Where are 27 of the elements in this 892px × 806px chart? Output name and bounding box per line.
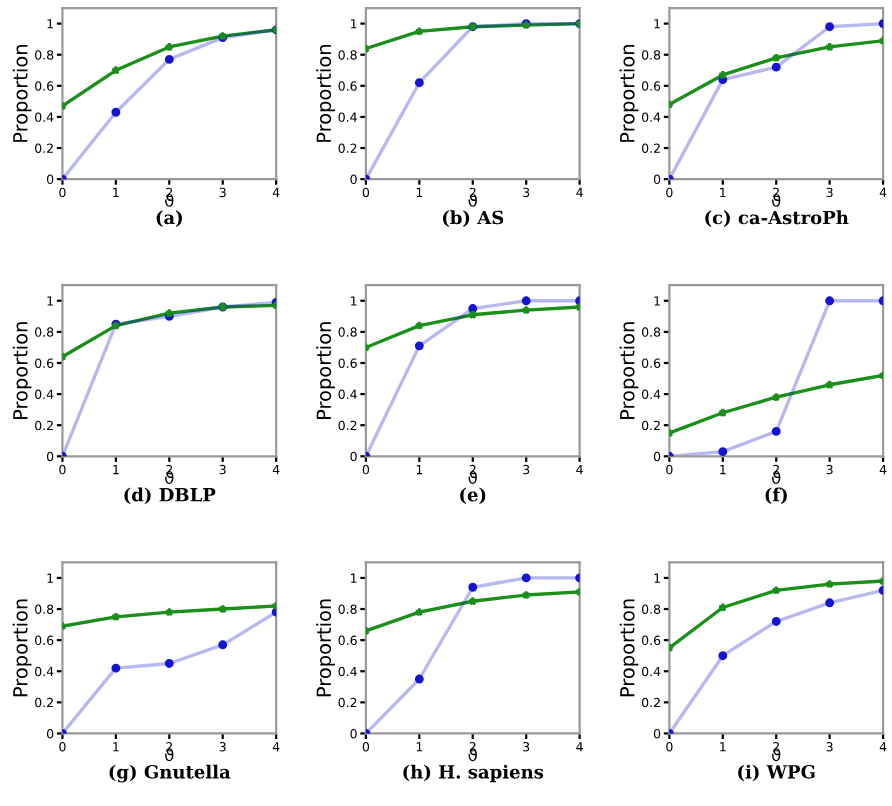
y-axis-title: Proportion — [316, 322, 335, 420]
y-axis-title: Proportion — [12, 322, 32, 420]
x-axis-title: ϑ — [165, 193, 174, 207]
y-axis-title: Proportion — [619, 599, 639, 697]
x-axis-title: ϑ — [771, 748, 781, 762]
x-axis-title: ϑ — [771, 193, 781, 207]
text: (c) ca-AstroPh — [705, 210, 849, 227]
y-axis-title: Proportion — [316, 599, 335, 697]
x-axis-title: ϑ — [165, 471, 174, 485]
y-axis-title: Proportion — [619, 322, 639, 420]
x-axis-title: ϑ — [165, 748, 174, 762]
text: (h) H. sapiens — [403, 764, 544, 783]
text: (i) WPG — [738, 764, 815, 782]
y-axis-title: Proportion — [316, 45, 335, 142]
y-axis-title: Proportion — [619, 45, 639, 142]
text: (e) — [460, 487, 486, 505]
text: (a) — [156, 210, 182, 227]
x-axis-title: ϑ — [468, 471, 477, 485]
y-axis-title: Proportion — [12, 45, 32, 142]
text: (d) DBLP — [124, 487, 216, 505]
text: (f) — [765, 487, 787, 505]
text: (b) AS — [442, 210, 504, 227]
y-axis-title: Proportion — [12, 599, 32, 697]
x-axis-title: ϑ — [771, 471, 781, 485]
text: (g) Gnutella — [109, 764, 231, 783]
x-axis-title: ϑ — [468, 193, 477, 207]
x-axis-title: ϑ — [468, 748, 477, 762]
